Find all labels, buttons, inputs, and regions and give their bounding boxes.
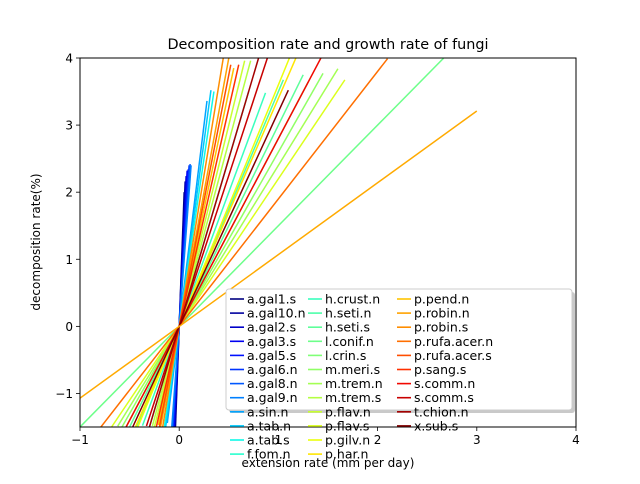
series-line-a-gal9-n bbox=[171, 165, 192, 427]
legend-label: a.gal6.n bbox=[247, 362, 298, 377]
series-line-m-meri-s bbox=[121, 73, 324, 427]
legend-label: x.sub.s bbox=[414, 418, 458, 433]
x-tick-label: 3 bbox=[473, 433, 481, 447]
legend-label: m.trem.n bbox=[325, 376, 383, 391]
legend-label: a.sin.n bbox=[247, 404, 288, 419]
series-line-h-seti-s bbox=[128, 74, 304, 427]
legend-label: a.tab.s bbox=[247, 433, 290, 448]
y-tick-label: 1 bbox=[65, 253, 73, 267]
legend-label: p.sang.s bbox=[414, 362, 466, 377]
series-line-m-trem-n bbox=[117, 68, 339, 427]
plot-frame bbox=[79, 57, 577, 428]
legend-label: p.robin.s bbox=[414, 320, 468, 335]
legend-label: p.robin.n bbox=[414, 306, 470, 321]
legend-label: a.gal9.n bbox=[247, 390, 298, 405]
legend-label: a.gal8.n bbox=[247, 376, 298, 391]
x-axis-ticks: −1 0 1 2 3 4 bbox=[71, 427, 580, 447]
legend-label: p.rufa.acer.n bbox=[414, 334, 493, 349]
legend-box bbox=[225, 288, 573, 411]
legend-label: p.har.n bbox=[325, 447, 368, 462]
x-axis-label: extension rate (mm per day) bbox=[242, 456, 415, 470]
series-line-l-conif-n bbox=[80, 58, 445, 427]
series-line-p-flav-s bbox=[111, 79, 346, 427]
x-tick-label: 2 bbox=[374, 433, 382, 447]
legend-label: m.trem.s bbox=[325, 390, 381, 405]
y-tick-label: 0 bbox=[65, 320, 73, 334]
x-tick-label: 4 bbox=[572, 433, 580, 447]
legend-label: f.fom.n bbox=[247, 447, 291, 462]
legend-label: h.seti.n bbox=[325, 306, 371, 321]
legend-label: l.conif.n bbox=[325, 334, 374, 349]
series-line-p-sang-s bbox=[155, 64, 240, 427]
legend: a.gal1.sa.gal10.na.gal2.sa.gal3.sa.gal5.… bbox=[225, 288, 575, 462]
legend-label: h.crust.n bbox=[325, 292, 380, 307]
series-line-p-robin-s bbox=[161, 58, 225, 427]
chart-title: Decomposition rate and growth rate of fu… bbox=[167, 37, 488, 53]
series-line-unlabeled-34 bbox=[80, 110, 478, 399]
legend-label: t.chion.n bbox=[414, 404, 469, 419]
series-line-p-gilv-n bbox=[137, 58, 291, 427]
legend-label: a.tab.n bbox=[247, 418, 291, 433]
series-line-p-rufa-acer-n bbox=[99, 58, 389, 427]
y-tick-label: 4 bbox=[65, 52, 73, 66]
legend-label: m.meri.s bbox=[325, 362, 380, 377]
x-tick-label: −1 bbox=[71, 433, 89, 447]
legend-label: a.gal2.s bbox=[247, 320, 296, 335]
legend-label: h.seti.s bbox=[325, 320, 370, 335]
y-tick-label: −1 bbox=[55, 387, 73, 401]
y-axis-label: decomposition rate(%) bbox=[29, 173, 43, 310]
y-tick-label: 3 bbox=[65, 119, 73, 133]
legend-label: p.gilv.n bbox=[325, 433, 370, 448]
legend-label: a.gal10.n bbox=[247, 306, 306, 321]
y-tick-label: 2 bbox=[65, 186, 73, 200]
legend-label: s.comm.n bbox=[414, 376, 475, 391]
legend-label: p.flav.n bbox=[325, 404, 371, 419]
legend-label: p.rufa.acer.s bbox=[414, 348, 492, 363]
legend-label: s.comm.s bbox=[414, 390, 474, 405]
series-line-x-sub-s bbox=[131, 89, 290, 427]
y-axis-ticks: −1 0 1 2 3 4 bbox=[55, 52, 80, 401]
legend-label: l.crin.s bbox=[325, 348, 366, 363]
legend-label: a.gal5.s bbox=[247, 348, 296, 363]
series-line-s-comm-s bbox=[145, 58, 269, 427]
series-line-m-trem-s bbox=[151, 60, 252, 427]
legend-label: a.gal3.s bbox=[247, 334, 296, 349]
series-line-t-chion-n bbox=[148, 58, 260, 427]
series-line-h-crust-n bbox=[141, 92, 267, 426]
legend-label: a.gal1.s bbox=[247, 292, 296, 307]
series-line-s-comm-n bbox=[125, 58, 322, 427]
series-line-p-rufa-acer-s bbox=[158, 64, 232, 427]
legend-label: p.pend.n bbox=[414, 292, 469, 307]
legend-label: p.flav.s bbox=[325, 418, 369, 433]
series-layer bbox=[80, 58, 478, 427]
x-tick-label: 0 bbox=[175, 433, 183, 447]
x-tick-label: 1 bbox=[275, 433, 283, 447]
series-line-p-har-n bbox=[134, 58, 297, 427]
